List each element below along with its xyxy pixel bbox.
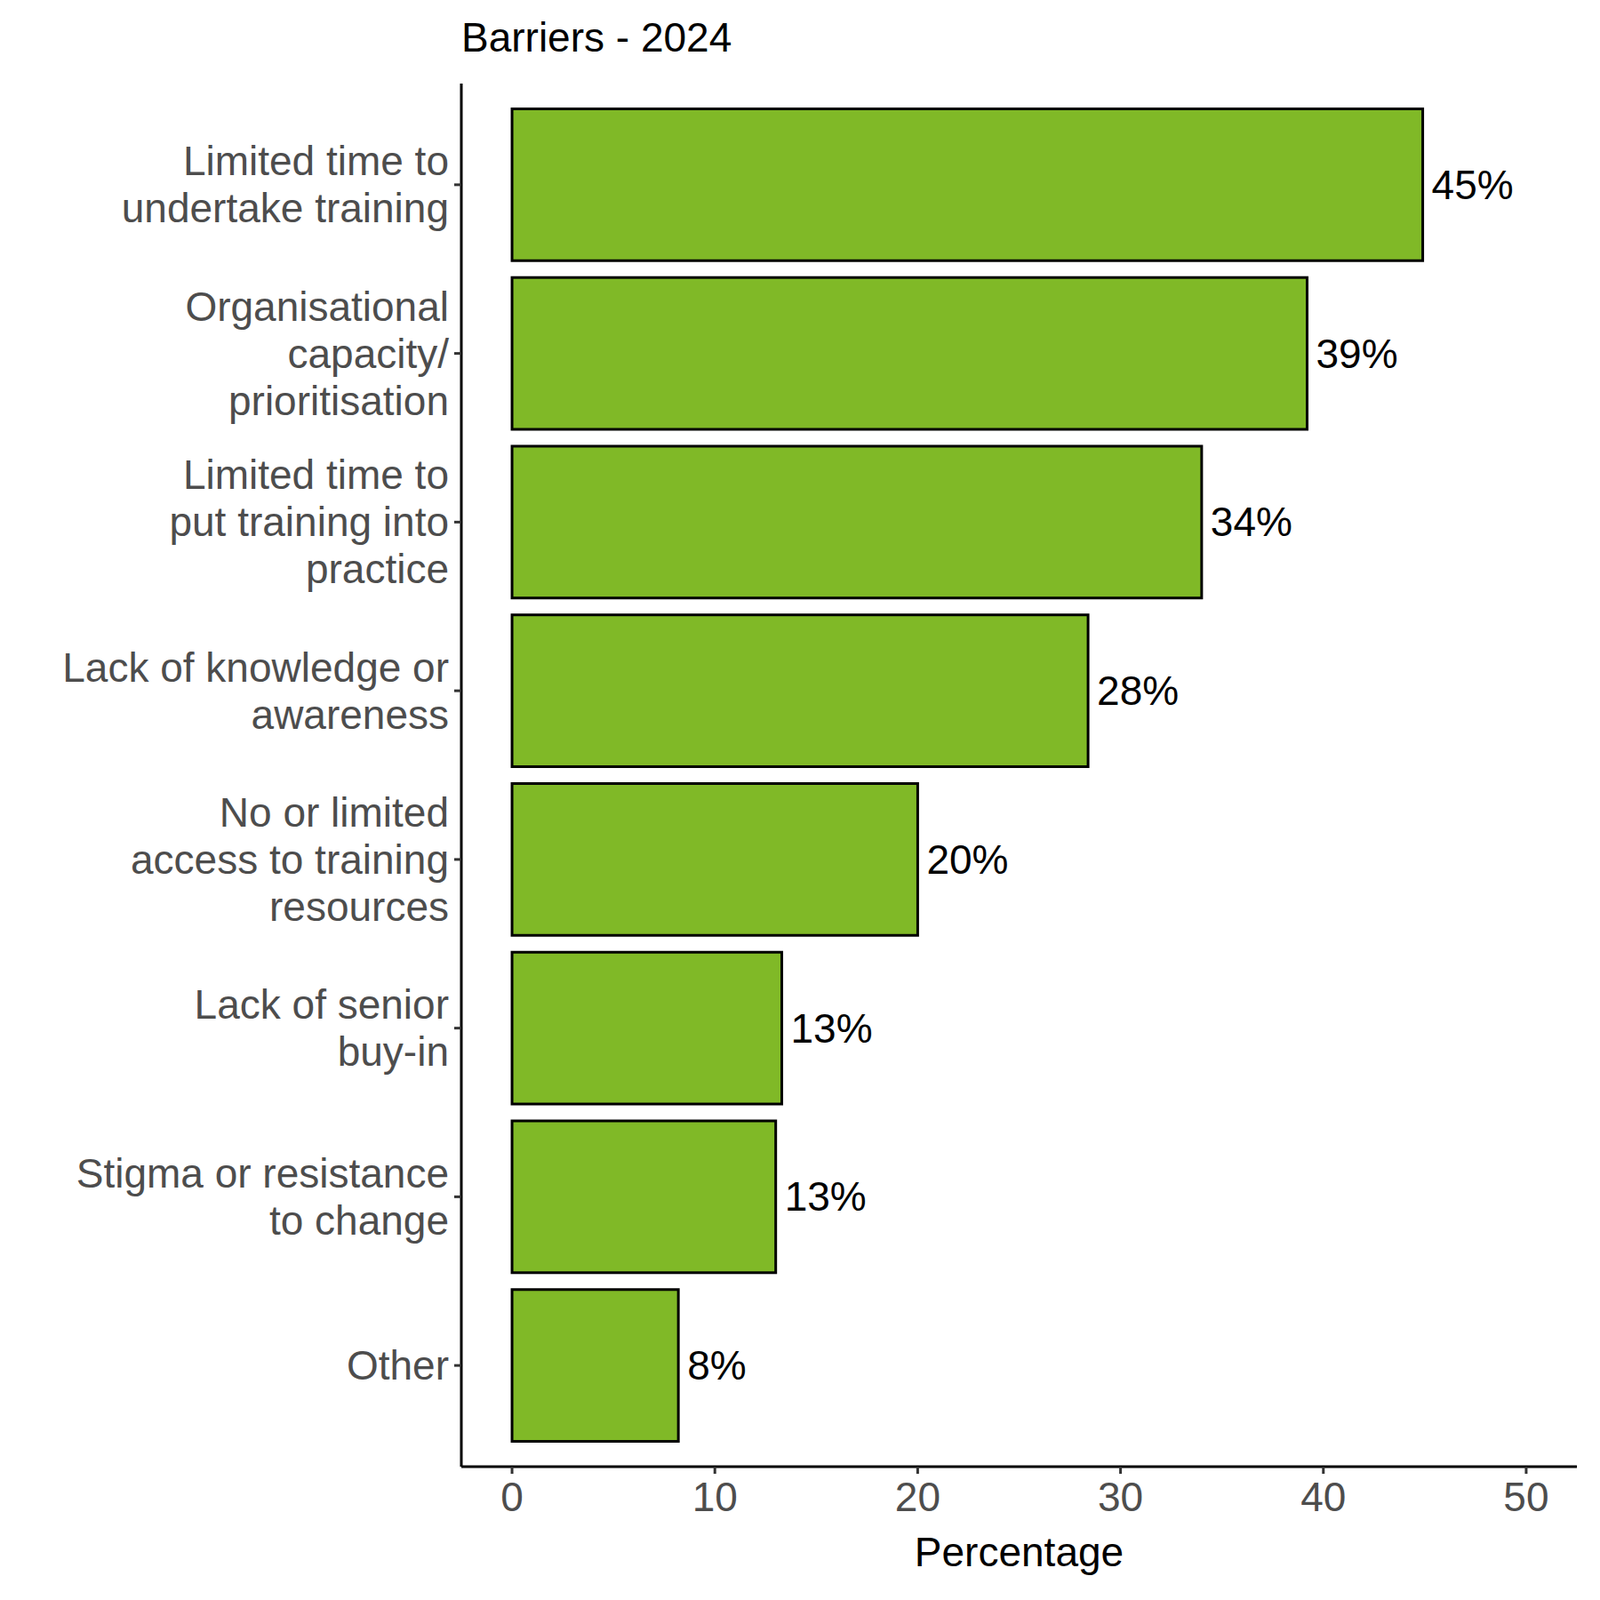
y-tick [454, 520, 462, 524]
y-tick-label: Lack of knowledge orawareness [62, 644, 449, 738]
bar [512, 783, 918, 936]
y-tick-label: No or limitedaccess to trainingresources [130, 789, 449, 930]
data-label: 39% [1316, 330, 1399, 377]
x-tick [1321, 1466, 1325, 1474]
bar [512, 446, 1202, 599]
y-tick [454, 1364, 462, 1368]
y-tick-label-line: Limited time to [183, 451, 449, 498]
y-tick-label-line: access to training [130, 836, 449, 883]
data-label: 28% [1096, 667, 1179, 714]
data-label: 8% [687, 1342, 746, 1389]
bar [512, 277, 1307, 430]
y-tick-label-line: Lack of knowledge or [62, 644, 449, 691]
y-tick-label-line: buy-in [337, 1028, 449, 1075]
y-tick-label: Limited time toundertake training [121, 137, 449, 232]
y-tick [454, 689, 462, 693]
data-label: 45% [1432, 161, 1514, 208]
bar [512, 108, 1424, 261]
x-tick-label: 0 [500, 1473, 524, 1520]
bar [512, 952, 782, 1104]
y-tick-label-line: Organisational [184, 283, 449, 330]
y-tick-label-line: practice [305, 545, 449, 592]
x-tick-label: 20 [895, 1473, 941, 1520]
x-tick-label: 10 [692, 1473, 738, 1520]
x-axis-line [461, 1465, 1577, 1469]
y-tick-label: Lack of seniorbuy-in [194, 981, 449, 1075]
bar [512, 1289, 679, 1442]
bar [512, 615, 1088, 768]
chart: Barriers - 2024 45% 39% 34% 28% 20% 13% 13% 8% Li… [0, 0, 1600, 1600]
x-tick-label: 50 [1503, 1473, 1549, 1520]
data-label: 34% [1210, 498, 1293, 545]
y-axis-line [460, 83, 464, 1467]
y-tick [454, 352, 462, 355]
y-tick-label: Limited time toput training intopractice [168, 451, 449, 592]
y-tick-label-line: undertake training [121, 184, 449, 232]
y-tick [454, 1026, 462, 1030]
y-tick-label-line: resources [269, 883, 449, 930]
y-tick-label: Stigma or resistanceto change [76, 1150, 449, 1244]
y-tick-label-line: capacity/ [287, 330, 449, 377]
bar [512, 1120, 776, 1273]
y-tick [454, 1195, 462, 1199]
y-tick-label-line: to change [269, 1197, 449, 1244]
x-axis-title: Percentage [914, 1528, 1124, 1576]
data-label: 13% [791, 1005, 873, 1052]
y-tick-label-line: No or limited [219, 789, 449, 836]
y-tick-label: Organisationalcapacity/prioritisation [184, 283, 449, 424]
x-tick-label: 30 [1097, 1473, 1144, 1520]
y-tick-label-line: put training into [168, 498, 449, 545]
x-tick [511, 1466, 514, 1474]
data-label: 20% [926, 836, 1008, 883]
bars [512, 108, 1424, 1441]
x-tick-label: 40 [1300, 1473, 1346, 1520]
y-tick [454, 857, 462, 861]
y-tick-label-line: Stigma or resistance [76, 1150, 449, 1197]
y-tick-label-line: prioritisation [228, 377, 449, 424]
y-tick-label: Other [346, 1342, 449, 1389]
y-tick-label-line: awareness [251, 691, 449, 738]
x-tick [1119, 1466, 1122, 1474]
title: Barriers - 2024 [461, 14, 732, 61]
y-tick [454, 183, 462, 186]
x-tick [1524, 1466, 1528, 1474]
data-label: 13% [784, 1173, 867, 1220]
x-tick [713, 1466, 717, 1474]
x-tick [916, 1466, 920, 1474]
y-tick-label-line: Other [346, 1342, 449, 1389]
y-tick-label-line: Lack of senior [194, 981, 449, 1028]
y-tick-label-line: Limited time to [183, 137, 449, 184]
